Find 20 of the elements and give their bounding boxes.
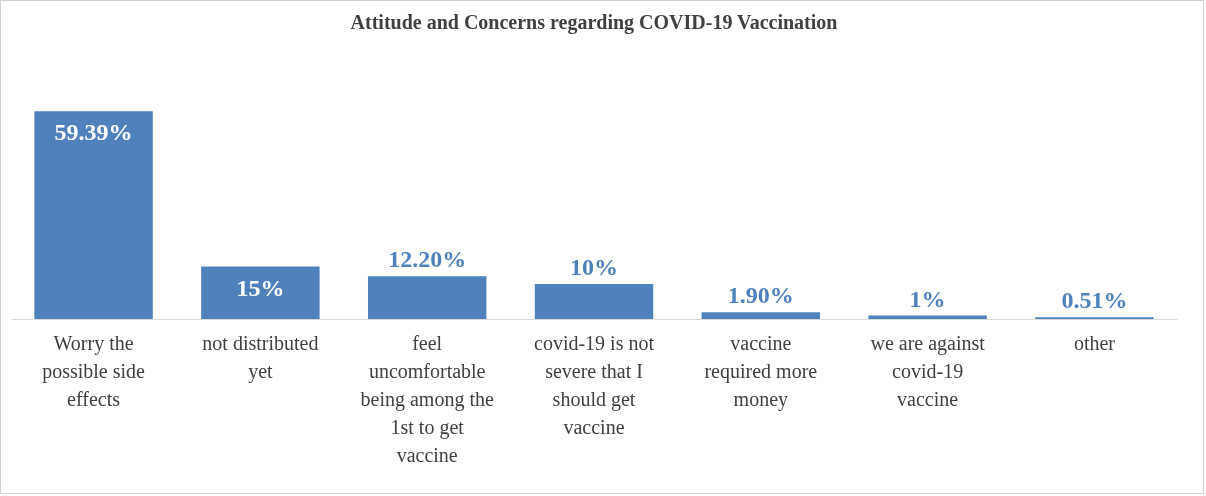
data-label: 15% bbox=[236, 274, 285, 301]
data-label: 0.51% bbox=[1061, 287, 1128, 314]
bar bbox=[701, 312, 821, 319]
x-tick-label: not distributed yet bbox=[202, 331, 319, 383]
x-tick-label: vaccine required more money bbox=[704, 331, 818, 411]
x-tick-label: other bbox=[1073, 331, 1116, 354]
bar bbox=[367, 276, 487, 319]
data-label: 12.20% bbox=[388, 246, 467, 273]
data-label: 1% bbox=[909, 285, 946, 312]
data-label: 10% bbox=[570, 254, 618, 280]
bar bbox=[534, 284, 654, 319]
chart-title: Attitude and Concerns regarding COVID-19 Vaccination bbox=[350, 11, 838, 35]
data-label: 1.90% bbox=[727, 282, 794, 309]
bar bbox=[201, 266, 320, 319]
x-tick-label: we are against covid-19 vaccine bbox=[870, 331, 986, 410]
x-tick-label: Worry the possible side effects bbox=[42, 331, 146, 410]
data-label: 59.39% bbox=[54, 119, 133, 146]
x-tick-label: feel uncomfortable being among the 1st to get vaccine bbox=[360, 331, 494, 466]
x-tick-label: covid-19 is not severe that I should get vaccine bbox=[534, 331, 655, 438]
bar bbox=[34, 111, 153, 319]
